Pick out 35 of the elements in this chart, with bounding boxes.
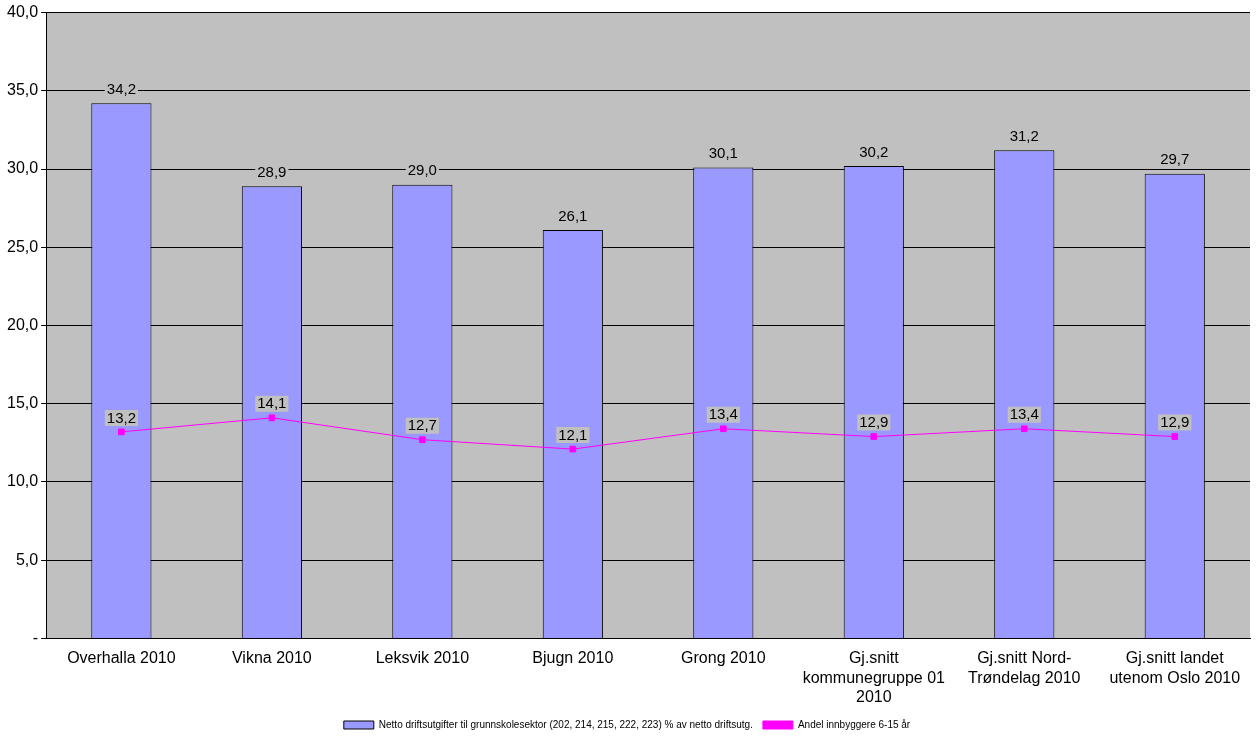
x-tick-label: Leksvik 2010 <box>375 649 470 667</box>
data-label: 26,1 <box>558 206 588 224</box>
data-label: 13,2 <box>106 408 136 426</box>
legend-label: Andel innbyggere 6-15 år <box>797 718 911 730</box>
data-label: 14,1 <box>257 394 287 412</box>
data-label: 13,4 <box>1009 405 1039 423</box>
x-tick-label: Gj.snitt landet utenom Oslo 2010 <box>1109 649 1241 686</box>
x-tick-label: Bjugn 2010 <box>532 649 614 667</box>
data-label: 12,9 <box>1160 413 1190 431</box>
data-label: 30,1 <box>708 144 738 162</box>
x-tick-label: Vikna 2010 <box>231 649 312 667</box>
y-tick-label: 5,0 <box>15 550 39 568</box>
x-tick-label: Overhalla 2010 <box>67 649 176 667</box>
y-tick-label: 40,0 <box>7 3 39 21</box>
y-tick-label: 30,0 <box>7 159 39 177</box>
legend-label: Netto driftsutgifter til grunnskolesektor (202, 214, 215, 222, 223) % av netto driftsutg. <box>378 718 753 730</box>
y-tick-label: 15,0 <box>7 394 39 412</box>
data-label: 12,1 <box>558 425 588 443</box>
y-tick-label: 25,0 <box>7 237 39 255</box>
data-label: 12,9 <box>859 413 889 431</box>
data-label: 34,2 <box>106 79 136 97</box>
data-label: 12,7 <box>407 416 437 434</box>
y-tick-label: - <box>32 628 39 646</box>
y-tick-label: 10,0 <box>7 472 39 490</box>
y-tick-label: 20,0 <box>7 315 39 333</box>
data-label: 29,0 <box>407 161 437 179</box>
x-tick-label: Grong 2010 <box>681 649 766 667</box>
y-tick-label: 35,0 <box>7 81 39 99</box>
data-label: 28,9 <box>257 162 287 180</box>
x-tick-label: Gj.snitt kommunegruppe 01 2010 <box>802 649 946 705</box>
data-label: 13,4 <box>708 405 738 423</box>
x-tick-label: Gj.snitt Nord-Trøndelag 2010 <box>968 649 1081 686</box>
data-label: 29,7 <box>1160 150 1190 168</box>
data-label: 30,2 <box>859 142 889 160</box>
data-label: 31,2 <box>1009 126 1039 144</box>
